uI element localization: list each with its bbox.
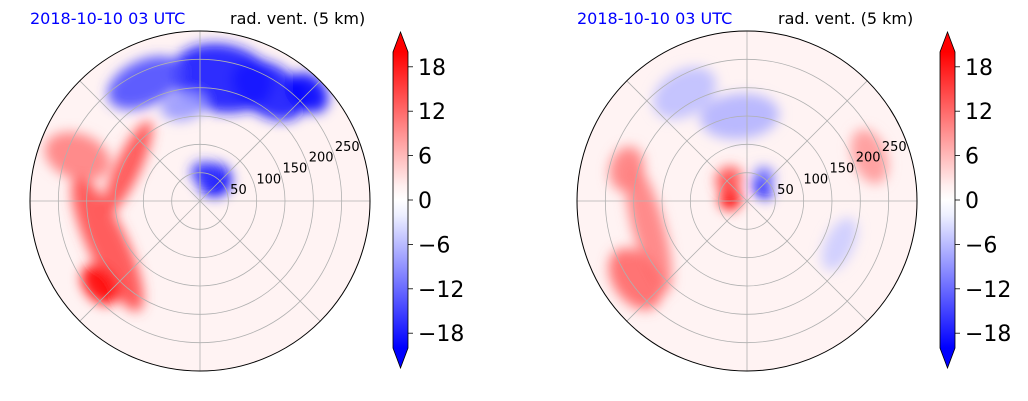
colorbar-right-extend-max [940,32,955,52]
field-blob-right-7 [850,129,889,184]
radial-label-right-250: 250 [882,140,907,155]
colorbar-left: 18 12 6 0 −6 −12 −18 [392,30,464,370]
colorbar-left-outline [392,30,409,370]
colorbar-left-extend-max [393,32,408,52]
grid-spoke-right-315 [746,200,868,322]
colorbar-left-bar [393,52,408,348]
colorbar-right-ticks: 18 12 6 0 −6 −12 −18 [955,56,1011,347]
colorbar-tick-label-right-0: 18 [965,56,993,81]
field-blob-left-7 [44,132,111,181]
colorbar-left-ticks: 18 12 6 0 −6 −12 −18 [408,56,464,347]
radial-label-right-50: 50 [777,183,794,198]
radial-label-left-200: 200 [309,151,334,166]
colorbar-tick-label-left-2: 6 [418,145,432,170]
colorbar-right-bar [940,52,955,348]
grid-spoke-left-315 [199,200,321,322]
colorbar-tick-label-right-1: 12 [965,100,993,125]
radial-label-left-250: 250 [335,140,360,155]
field-blob-left-1 [232,60,306,121]
field-blob-right-5 [608,248,663,310]
grid-spoke-right-45 [746,80,868,202]
field-blob-right-4 [625,161,672,294]
colorbar-tick-label-left-4: −6 [418,233,450,258]
panel-right-field-title: rad. vent. (5 km) [778,9,913,28]
polar-panel-right: 2018-10-10 03 UTC rad. vent. (5 km) 50 10… [576,9,1011,372]
field-blob-left-9 [81,264,120,305]
field-blob-right-9 [653,67,717,120]
colorbar-tick-label-right-3: 0 [965,189,979,214]
field-blob-left-8 [71,176,144,312]
grid-spoke-left-135 [79,80,201,202]
field-blob-left-3 [160,91,206,121]
colorbar-tick-label-left-0: 18 [418,56,446,81]
colorbar-tick-label-right-4: −6 [965,233,997,258]
panel-left-field-title: rad. vent. (5 km) [230,9,365,28]
polar-panel-left: 2018-10-10 03 UTC rad. vent. (5 km) 50 10… [29,9,464,372]
colorbar-tick-label-left-5: −12 [418,278,464,303]
colorbar-tick-label-right-5: −12 [965,278,1011,303]
colorbar-right: 18 12 6 0 −6 −12 −18 [939,30,1011,370]
panel-right-field [608,67,889,310]
colorbar-left-extend-min [393,348,408,368]
colorbar-tick-label-right-2: 6 [965,145,979,170]
panel-right-grid [577,31,917,371]
panel-right-time-title: 2018-10-10 03 UTC [577,9,732,28]
field-blob-right-10 [821,217,857,271]
grid-spoke-left-225 [79,200,201,322]
panel-left-outline [29,30,371,372]
colorbar-tick-label-left-6: −18 [418,322,464,347]
grid-spoke-right-135 [626,80,748,202]
colorbar-tick-label-left-3: 0 [418,189,432,214]
panel-right-outline [576,30,918,372]
field-blob-right-3 [755,166,775,185]
radial-label-left-150: 150 [283,161,308,176]
colorbar-tick-label-left-1: 12 [418,100,446,125]
radial-label-left-50: 50 [230,183,247,198]
radial-label-right-100: 100 [803,172,828,187]
colorbar-right-outline [939,30,956,370]
radial-label-right-200: 200 [856,151,881,166]
panel-left-grid [30,31,370,371]
panel-left-time-title: 2018-10-10 03 UTC [30,9,185,28]
radial-label-right-150: 150 [830,161,855,176]
radial-label-left-100: 100 [256,172,281,187]
grid-spoke-left-45 [199,80,321,202]
grid-spoke-right-225 [626,200,748,322]
field-blob-left-2 [107,56,183,110]
colorbar-tick-label-right-6: −18 [965,322,1011,347]
colorbar-right-extend-min [940,348,955,368]
